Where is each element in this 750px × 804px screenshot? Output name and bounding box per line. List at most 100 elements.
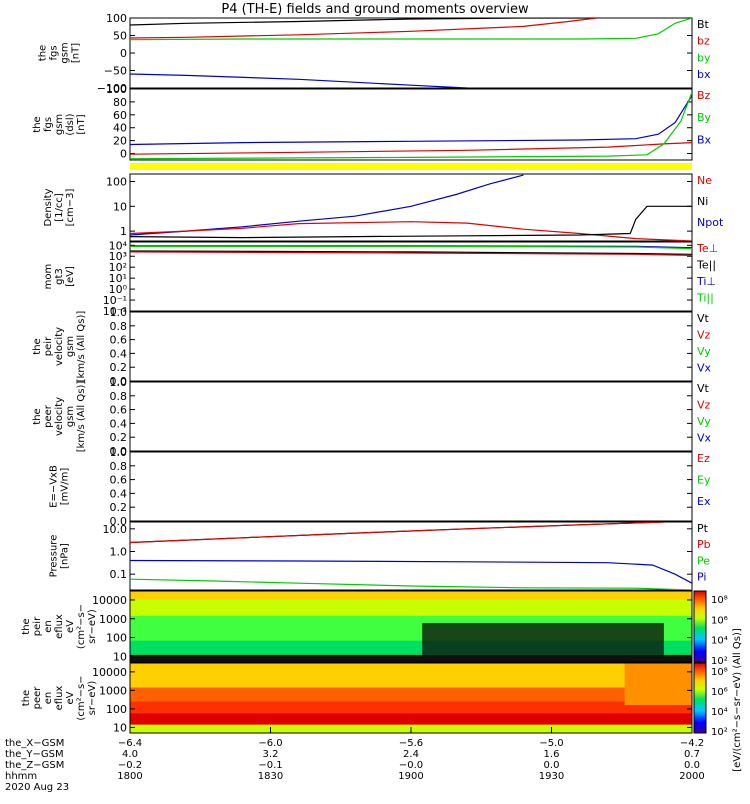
legend-entry: Ti|| [696, 291, 714, 304]
series-line-Ne [130, 221, 692, 241]
x-tick-label: 1930 [539, 771, 564, 782]
legend-entry: Vx [697, 361, 712, 374]
spectrogram-band [624, 663, 692, 705]
panel-frame [129, 451, 693, 522]
y-tick-label: 80 [113, 96, 127, 109]
y-tick-label: 50 [113, 30, 127, 43]
y-axis-label: peer [32, 686, 43, 710]
series-line-bz [130, 18, 597, 39]
series-line-Bt [130, 18, 597, 26]
y-tick-label: 100 [106, 703, 127, 716]
panel-frame [129, 311, 693, 382]
x-tick-label: −0.2 [118, 760, 142, 771]
colorbar-tick-label: 10² [711, 727, 728, 738]
y-axis-label: fgs [49, 45, 60, 60]
colorbar-label: [eV/(cm²−s−sr−eV) (All Qs)] [732, 628, 743, 772]
colorbar [693, 590, 707, 663]
chart-title: P4 (TH-E) fields and ground moments over… [221, 2, 529, 17]
colorbar-tick-label: 10² [711, 656, 728, 667]
y-axis-label: the [32, 116, 43, 132]
y-tick-label: 1.0 [110, 376, 128, 389]
series-line-Ni [130, 205, 692, 239]
y-tick-label: 10⁻¹ [103, 294, 127, 307]
legend-entry: bz [697, 35, 710, 48]
legend-entry: Ne [697, 174, 712, 187]
y-axis-label: peer [43, 404, 54, 428]
series-line-Te|| [130, 250, 692, 255]
y-tick-label: 10³ [109, 250, 127, 263]
x-axis-row-label: the_Z−GSM [5, 760, 64, 771]
x-tick-label: 1900 [398, 771, 423, 782]
x-tick-label: −4.2 [680, 738, 704, 749]
y-axis-label: fgs [43, 117, 54, 132]
colorbar-tick-label: 10⁶ [711, 615, 728, 626]
y-axis-label: gsm [65, 336, 76, 357]
panel-frame [129, 88, 693, 161]
y-tick-label: 10 [113, 650, 127, 663]
y-tick-label: 1000 [99, 613, 127, 626]
legend-entry: Te⊥ [696, 242, 718, 255]
y-axis-label: [nT] [71, 43, 82, 63]
y-axis-label: [km/s (All Qs)] [76, 381, 87, 453]
y-axis-label: en [43, 692, 54, 705]
y-axis-label: mom [43, 264, 54, 290]
legend-entry: Ez [697, 452, 710, 465]
y-axis-label: [nPa] [60, 543, 71, 569]
x-tick-label: 0.0 [684, 760, 700, 771]
y-axis-label: the [32, 408, 43, 424]
y-tick-label: 100 [106, 632, 127, 645]
y-tick-label: 0.0 [110, 515, 128, 528]
panel-frame [129, 173, 693, 242]
y-axis-label: sr−eV) [87, 681, 98, 716]
x-tick-label: 4.0 [122, 749, 138, 760]
colorbar-tick-label: 10⁸ [711, 595, 728, 606]
y-axis-label: the [32, 338, 43, 354]
y-axis-label: E=−VxB [49, 465, 60, 508]
x-tick-label: 1830 [258, 771, 283, 782]
spectrogram-band [130, 591, 692, 600]
y-axis-label: (cm²−s− [76, 604, 87, 649]
spectrogram-band [130, 654, 692, 662]
legend-entry: Bt [697, 18, 710, 31]
y-tick-label: 0.0 [110, 375, 128, 388]
legend-entry: Ex [697, 495, 711, 508]
y-tick-label: 0.4 [110, 347, 128, 360]
legend-entry: Te|| [696, 258, 716, 271]
y-axis-label: [cm−3] [65, 189, 76, 227]
series-line-Te⊥ [130, 251, 692, 256]
y-axis-label: velocity [54, 397, 65, 436]
x-axis-row-label: the_X−GSM [5, 738, 64, 749]
series-line-Bz [130, 142, 692, 155]
panel-density: 100 10 1 Density [1/cc] [cm−3] Ne Ni Npot [43, 173, 724, 242]
y-tick-label: 0.8 [110, 390, 128, 403]
spectrogram-band [422, 622, 664, 655]
colorbar-tick-label: 10⁴ [711, 707, 728, 718]
y-tick-label: 100 [106, 83, 127, 96]
colorbar-tick-label: 10⁶ [711, 687, 728, 698]
y-axis-label: the [38, 45, 49, 61]
panel-frame [129, 521, 693, 591]
legend-entry: Vx [697, 431, 712, 444]
legend-entry: Vt [697, 312, 710, 325]
legend-entry: Npot [697, 216, 724, 229]
y-tick-label: 0.2 [110, 361, 128, 374]
series-line-Npot [130, 174, 524, 236]
y-axis-label: gsm [65, 406, 76, 427]
y-tick-label: 10² [109, 261, 127, 274]
legend-entry: bx [697, 68, 711, 81]
legend-entry: Bx [697, 133, 712, 146]
y-tick-label: 10.0 [103, 523, 128, 536]
y-tick-label: 0.2 [110, 431, 128, 444]
series-line-By [130, 91, 692, 160]
y-tick-label: 0.8 [110, 320, 128, 333]
y-tick-label: −50 [104, 65, 127, 78]
panel-pressure: 10.0 1.0 0.1 Pressure [nPa] Pt Pb Pe Pi [49, 521, 711, 591]
y-tick-label: 0.6 [110, 334, 128, 347]
y-axis-label: sr−eV) [87, 609, 98, 644]
x-tick-label: −5.6 [399, 738, 423, 749]
y-tick-label: 0.4 [110, 417, 128, 430]
x-tick-label: 1.6 [544, 749, 560, 760]
